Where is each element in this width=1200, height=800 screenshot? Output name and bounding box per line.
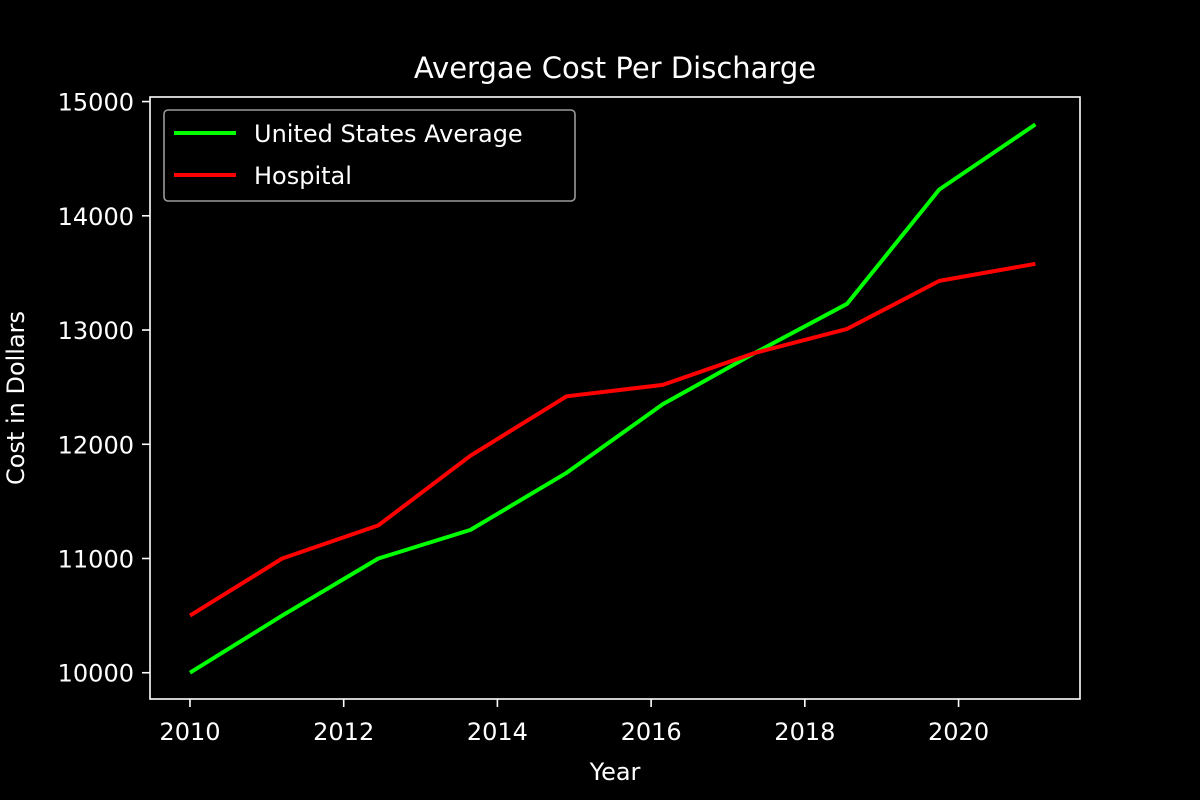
y-tick-label: 14000 (58, 203, 134, 231)
x-tick-label: 2014 (467, 718, 528, 746)
chart-title: Avergae Cost Per Discharge (414, 51, 816, 85)
legend-box (163, 109, 576, 202)
y-axis-label: Cost in Dollars (2, 311, 30, 485)
x-tick-label: 2010 (159, 718, 220, 746)
series-line-united-states-average (188, 122, 1037, 675)
x-axis-label: Year (589, 758, 641, 786)
y-tick-label: 15000 (58, 89, 134, 117)
y-tick-label: 12000 (58, 431, 134, 459)
y-axis: 10000 11000 12000 13000 14000 15000 (58, 89, 150, 688)
x-tick-label: 2016 (621, 718, 682, 746)
plot-frame (149, 96, 1081, 700)
y-tick-label: 13000 (58, 317, 134, 345)
legend-label-hospital: Hospital (254, 162, 352, 190)
y-tick-label: 10000 (58, 660, 134, 688)
legend-label-united-states-average: United States Average (254, 120, 523, 148)
y-tick-label: 11000 (58, 545, 134, 573)
legend: United States Average Hospital (163, 109, 576, 202)
x-axis: 2010 2012 2014 2016 2018 2020 (159, 699, 989, 746)
x-tick-label: 2018 (774, 718, 835, 746)
series-layer (188, 122, 1037, 675)
x-tick-label: 2020 (928, 718, 989, 746)
series-line-hospital (188, 261, 1036, 618)
x-tick-label: 2012 (313, 718, 374, 746)
